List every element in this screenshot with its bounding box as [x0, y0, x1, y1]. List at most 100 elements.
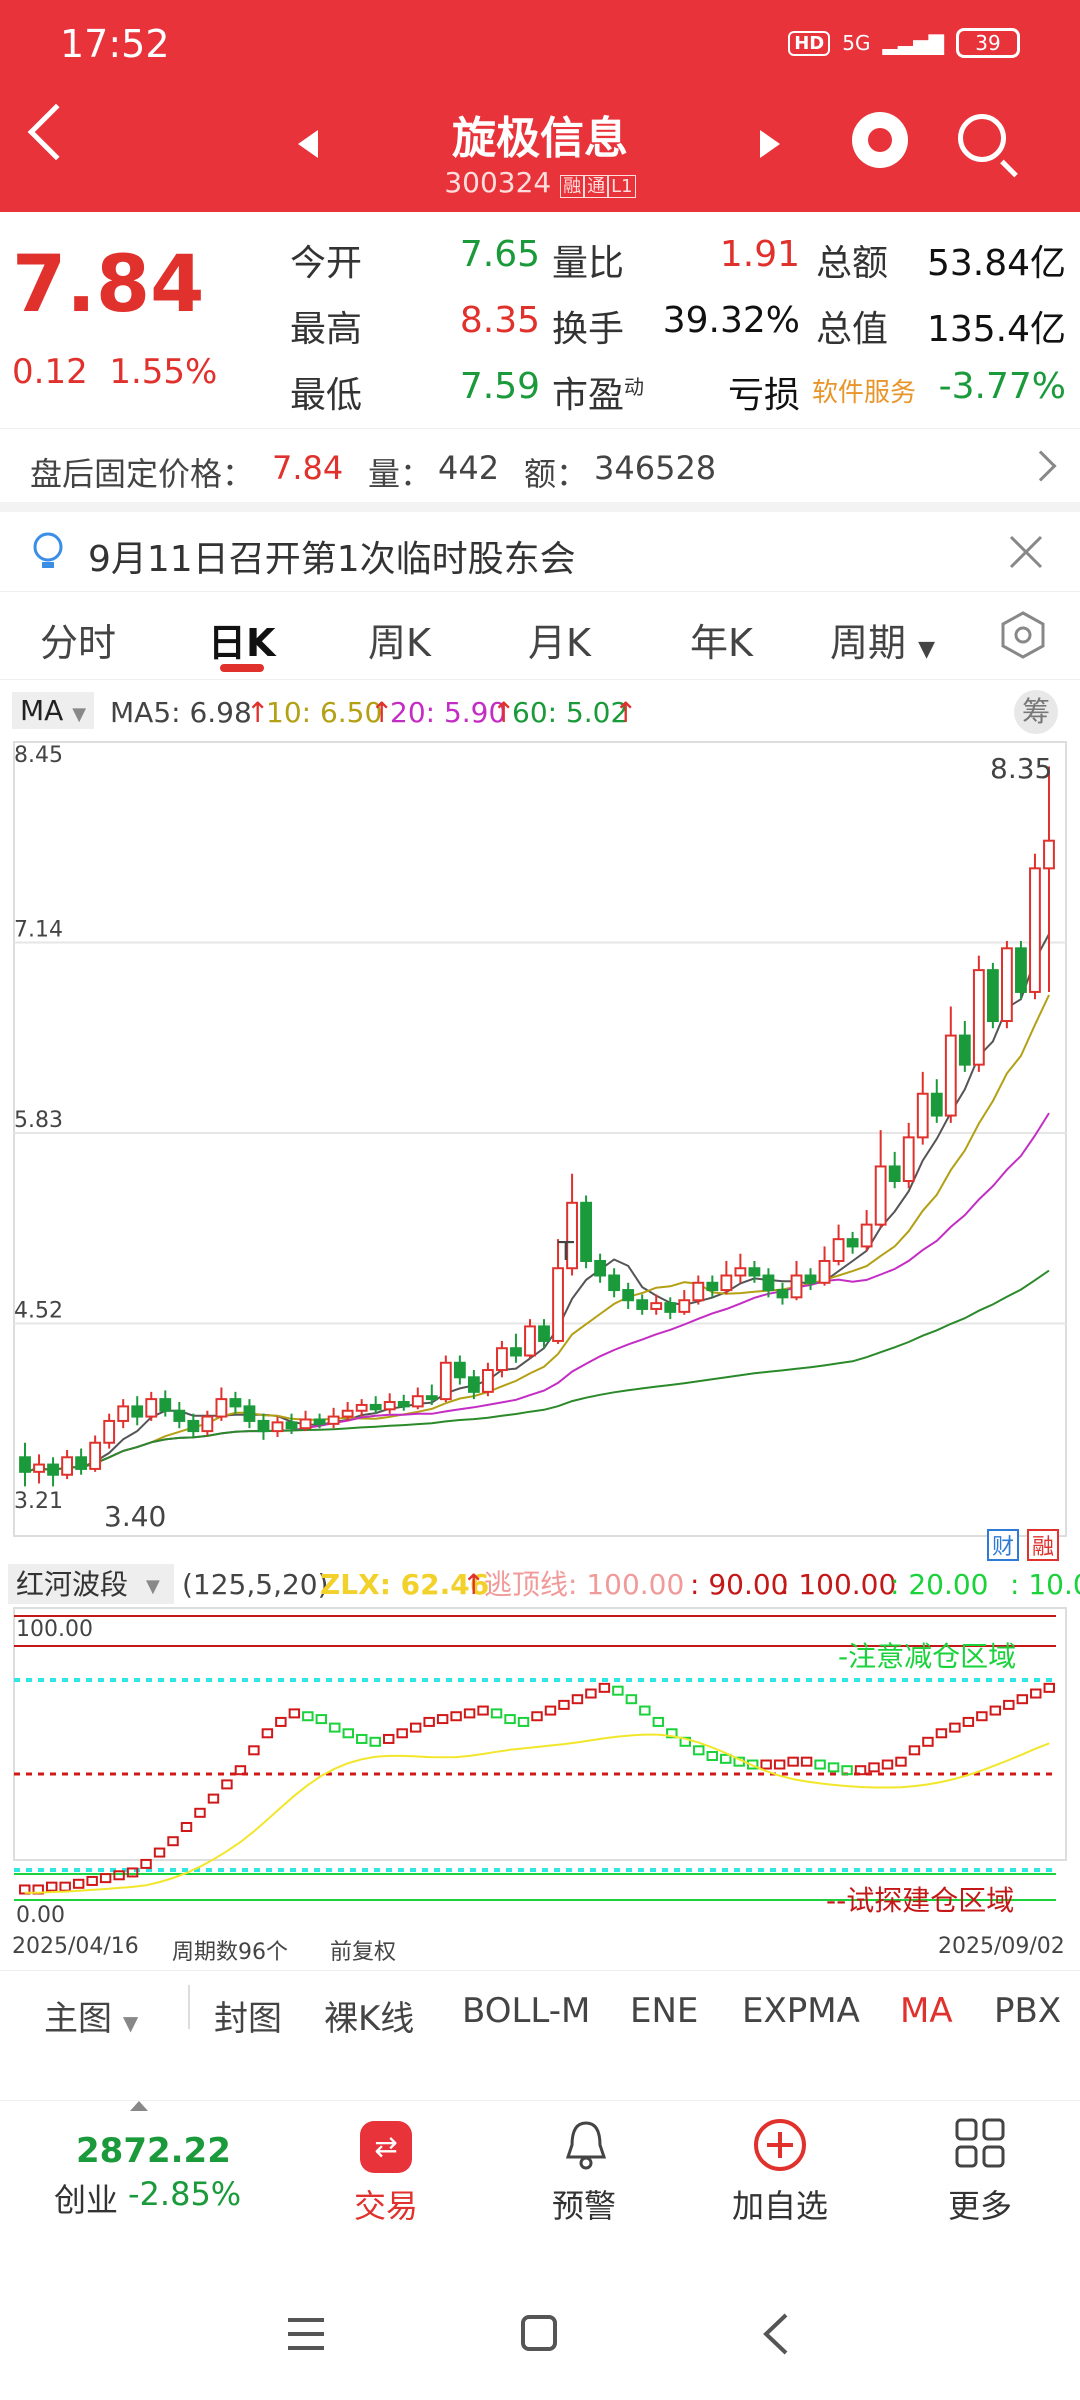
next-stock-icon[interactable] [760, 130, 780, 158]
osc-bar [504, 1714, 516, 1725]
osc-bar [612, 1685, 624, 1696]
osc-bar [356, 1733, 368, 1744]
osc-bar [625, 1694, 638, 1705]
candle-body [734, 1267, 747, 1277]
index-value[interactable]: 2872.22 [76, 2131, 231, 2171]
candle-body [215, 1398, 228, 1418]
candle [748, 1260, 761, 1283]
osc-select-bg[interactable] [8, 1564, 174, 1604]
candle-body [776, 1289, 789, 1299]
back-nav-icon[interactable] [760, 2312, 790, 2356]
osc-bars [19, 1682, 1055, 1895]
candle-body [299, 1418, 312, 1430]
kline-chart[interactable]: 8.45 7.14 5.83 4.52 3.21 8.35 3.40 T 财 融 红河波… [0, 736, 1080, 1926]
candle-body [566, 1201, 578, 1270]
candle [972, 955, 985, 1072]
ind-item-5[interactable]: MA [900, 1991, 953, 2031]
main-chart-select[interactable]: 主图 ▼ [44, 1991, 138, 2040]
osc-bar [275, 1716, 287, 1727]
ind-item-3[interactable]: ENE [630, 1991, 699, 2031]
expand-up-icon[interactable] [130, 2101, 148, 2111]
low-label: 最低 [290, 375, 363, 416]
signal-icon: ▂▃▅▇ [882, 31, 944, 55]
close-icon[interactable] [1008, 534, 1044, 570]
osc-bar [962, 1716, 975, 1727]
adjust-mode[interactable]: 前复权 [330, 1940, 397, 1965]
candle-body [874, 1165, 887, 1226]
trade-icon[interactable]: ⇄ [360, 2121, 412, 2173]
osc-20: : 20.00 [890, 1568, 989, 1601]
candle-body [159, 1398, 172, 1412]
ma-select[interactable]: MA ▼ [12, 692, 95, 729]
bell-icon[interactable] [560, 2117, 612, 2173]
candles [19, 766, 1055, 1487]
osc-bar [221, 1779, 233, 1790]
osc-bar [935, 1728, 948, 1739]
candle-body [243, 1405, 256, 1422]
candle [608, 1268, 621, 1298]
trade-label[interactable]: 交易 [354, 2187, 419, 2225]
candle [552, 1239, 564, 1344]
candle [411, 1387, 424, 1410]
sector-label[interactable]: 软件服务 [812, 378, 917, 408]
after-hours-label: 盘后固定价格： [30, 455, 255, 493]
notice-bar[interactable]: 9月11日召开第1次临时股东会 [0, 512, 1080, 592]
osc-escape: 逃顶线: 100.00 [484, 1568, 684, 1601]
candle [524, 1319, 536, 1359]
settings-hexagon-icon[interactable] [998, 610, 1048, 660]
tab-weekly[interactable]: 周K [368, 621, 431, 665]
pe-label-text: 市盈 [552, 375, 625, 416]
ind-item-1[interactable]: 裸K线 [324, 1999, 415, 2039]
after-hours-row[interactable]: 盘后固定价格： 7.84 量： 442 额： 346528 [0, 428, 1080, 512]
candle-body [397, 1401, 410, 1408]
ind-item-2[interactable]: BOLL-M [462, 1991, 591, 2031]
tab-monthly[interactable]: 月K [528, 621, 591, 665]
grid-menu-icon[interactable] [954, 2117, 1006, 2169]
home-icon[interactable] [520, 2314, 558, 2352]
osc-bar [1003, 1699, 1015, 1710]
candle-body [47, 1463, 59, 1476]
tab-intraday[interactable]: 分时 [40, 621, 117, 665]
ind-item-4[interactable]: EXPMA [742, 1991, 860, 2031]
tab-yearly[interactable]: 年K [690, 621, 753, 665]
tab-period[interactable]: 周期 ▼ [830, 612, 935, 667]
finance-marker-icon[interactable] [987, 1529, 1019, 1561]
osc-select[interactable]: 红河波段 [16, 1568, 128, 1601]
candle [19, 1442, 31, 1487]
osc-bar [868, 1762, 880, 1773]
more-label[interactable]: 更多 [948, 2187, 1013, 2225]
add-label[interactable]: 加自选 [732, 2187, 829, 2225]
tab-period-label: 周期 [830, 621, 907, 665]
chip-button[interactable]: 筹 [1014, 690, 1058, 734]
osc-panel-frame [13, 1607, 1067, 1861]
osc-bar [59, 1881, 71, 1892]
osc-bar [854, 1765, 867, 1776]
candle-body [790, 1274, 803, 1299]
candle-body [846, 1238, 859, 1248]
margin-marker-icon[interactable] [1027, 1529, 1059, 1561]
osc-bar [598, 1682, 611, 1693]
osc-bar [288, 1708, 301, 1719]
ind-item-0[interactable]: 封图 [214, 1999, 282, 2039]
ma20-arrow: ↑ [492, 696, 516, 729]
prev-stock-icon[interactable] [298, 130, 318, 158]
finance-marker: 财 [992, 1535, 1014, 1560]
menu-icon[interactable] [286, 2316, 326, 2352]
oscillator-header: 红河波段 ▼ (125,5,20) ZLX: 62.46 ↑ 逃顶线: 100.… [8, 1564, 1080, 1604]
candle [75, 1448, 88, 1475]
ind-item-6[interactable]: PBX [994, 1991, 1062, 2031]
osc-90: : 90.00 [690, 1568, 789, 1601]
candle [61, 1450, 74, 1480]
search-icon[interactable] [958, 114, 1006, 162]
candle-body [860, 1223, 873, 1248]
assistant-robot-icon[interactable] [852, 112, 908, 168]
candle-body [467, 1376, 480, 1393]
add-circle-icon[interactable] [752, 2117, 808, 2173]
candle-body [1000, 947, 1013, 1023]
candle-body [19, 1456, 31, 1473]
candle-body [75, 1456, 88, 1470]
candle-body [327, 1415, 340, 1425]
tab-daily[interactable]: 日K [208, 621, 276, 665]
candle [902, 1122, 915, 1189]
alert-label[interactable]: 预警 [552, 2187, 617, 2225]
